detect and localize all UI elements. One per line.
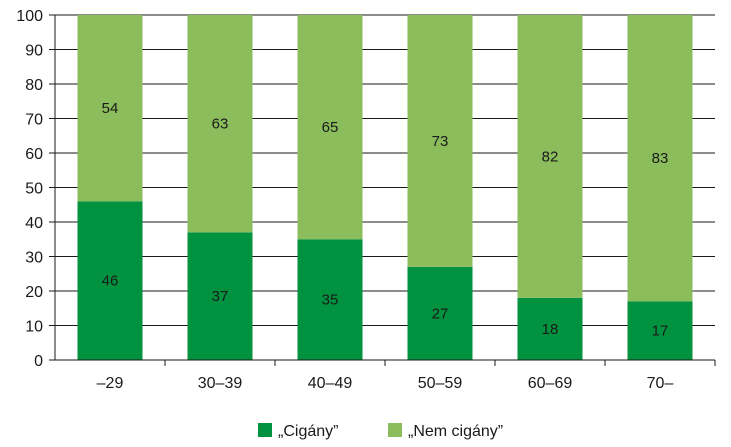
legend: „Cigány” „Nem cigány” (258, 423, 503, 440)
x-tick-label: 60–69 (528, 375, 573, 392)
data-label: 54 (102, 100, 119, 117)
bar-segment (407, 15, 473, 267)
bar-segment (627, 301, 693, 360)
y-tick-label: 80 (25, 77, 43, 94)
y-tick-label: 50 (25, 181, 43, 198)
y-tick-label: 20 (25, 284, 43, 301)
legend-label: „Nem cigány” (408, 423, 503, 440)
x-tick-label: –29 (97, 375, 124, 392)
bar-segment (187, 232, 253, 360)
bar-segment (77, 15, 143, 202)
bars (77, 15, 693, 360)
legend-label: „Cigány” (278, 423, 338, 440)
data-label: 17 (652, 323, 669, 340)
data-labels: 46 54 37 63 35 65 27 73 18 82 17 83 (102, 100, 669, 340)
data-label: 35 (322, 292, 339, 309)
y-tick-label: 0 (34, 353, 43, 370)
y-tick-label: 100 (16, 8, 43, 25)
bar-segment (517, 297, 583, 360)
data-label: 73 (432, 133, 449, 150)
x-tick-label: 40–49 (308, 375, 353, 392)
gridlines (55, 14, 715, 326)
bar-segment (297, 239, 363, 360)
bar-segment (187, 15, 253, 233)
legend-swatch (388, 423, 402, 437)
x-tick-label: 30–39 (198, 375, 243, 392)
x-tick-label: 70– (647, 375, 674, 392)
bar-segment (517, 15, 583, 298)
data-label: 18 (542, 321, 559, 338)
data-label: 37 (212, 288, 229, 305)
bar-segment (297, 15, 363, 240)
y-tick-label: 70 (25, 112, 43, 129)
data-label: 65 (322, 119, 339, 136)
y-tick-label: 10 (25, 319, 43, 336)
bar-segment (627, 15, 693, 302)
x-tick-label: 50–59 (418, 375, 463, 392)
data-label: 83 (652, 150, 669, 167)
y-tick-label: 30 (25, 250, 43, 267)
data-label: 63 (212, 116, 229, 133)
y-tick-label: 60 (25, 146, 43, 163)
data-label: 46 (102, 273, 119, 290)
y-tick-label: 40 (25, 215, 43, 232)
data-label: 27 (432, 305, 449, 322)
bar-segment (77, 201, 143, 360)
y-tick-label: 90 (25, 43, 43, 60)
legend-swatch (258, 423, 272, 437)
data-label: 82 (542, 148, 559, 165)
axes: 0 10 20 30 40 50 60 70 80 90 100 –29 30–39 40–49 50–59… (16, 8, 716, 392)
bar-segment (407, 266, 473, 360)
